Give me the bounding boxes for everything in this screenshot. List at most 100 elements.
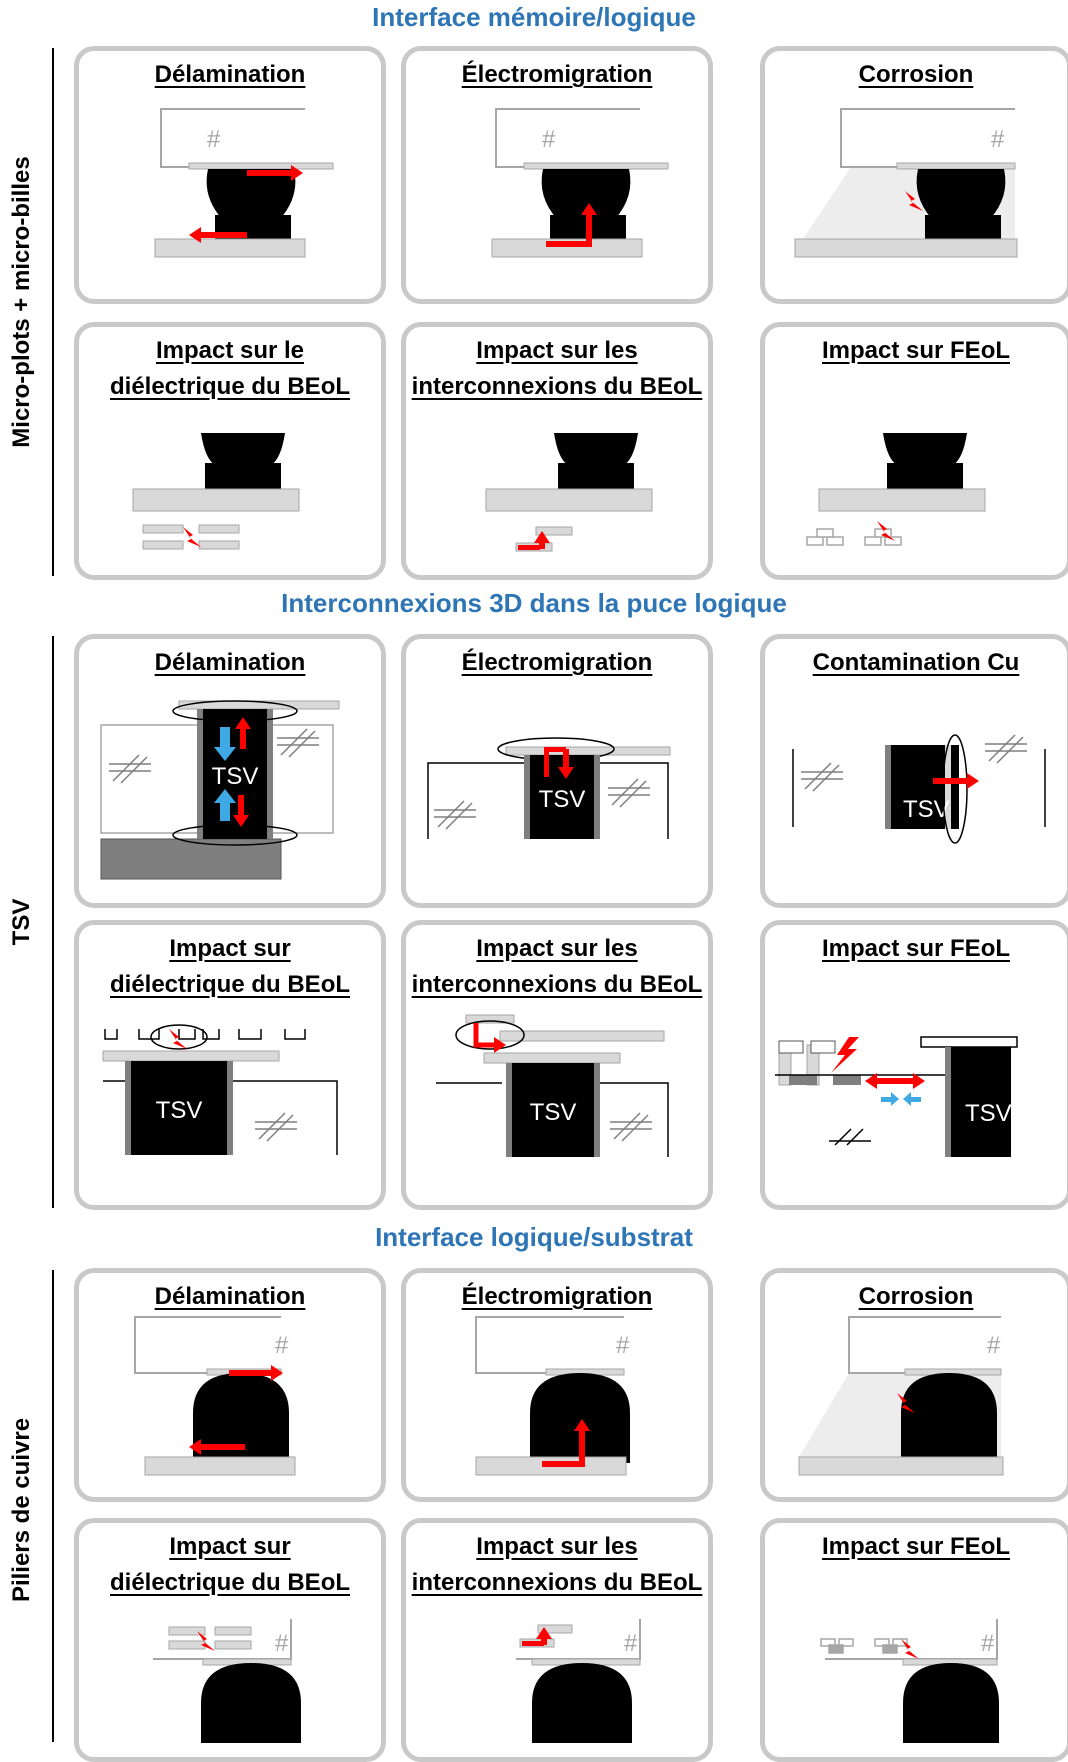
red-arrow-icon bbox=[233, 795, 249, 827]
red-arrow-icon bbox=[542, 1461, 582, 1467]
die-outline bbox=[475, 1316, 624, 1374]
side-label-microbumps: Micro-plots + micro-billes bbox=[8, 156, 35, 448]
red-arrow-icon bbox=[494, 1037, 506, 1053]
hatch-symbol: # bbox=[616, 1332, 630, 1359]
solder-ball bbox=[541, 169, 631, 219]
panel-title: Impact sur FEoL bbox=[765, 333, 1067, 369]
red-arrow-icon bbox=[885, 1073, 925, 1089]
section-divider-line bbox=[52, 636, 54, 1208]
panel-title: Impact sur diélectrique du BEoL bbox=[79, 931, 381, 1003]
transistor-icons bbox=[806, 528, 902, 546]
panel-title-line: Électromigration bbox=[461, 61, 653, 88]
hatch-marks bbox=[801, 762, 843, 792]
panel-title: Impact sur FEoL bbox=[765, 1529, 1067, 1565]
lightning-icon bbox=[183, 527, 201, 547]
hatch-marks bbox=[608, 778, 650, 808]
panel-title: Impact sur les interconnexions du BEoL bbox=[406, 1529, 708, 1601]
panel-title-line: Corrosion bbox=[858, 1283, 974, 1310]
tsv-label: TSV bbox=[903, 796, 950, 823]
copper-pillar bbox=[201, 1663, 301, 1743]
section-title-logic-substrate: Interface logique/substrat bbox=[375, 1222, 693, 1252]
section-divider-line bbox=[52, 1270, 54, 1742]
lightning-icon bbox=[169, 1029, 187, 1049]
lightning-icon bbox=[905, 191, 923, 211]
red-arrow-icon bbox=[189, 227, 247, 243]
mechanism-panel-beol-int-bump: Impact sur les interconnexions du BEoL bbox=[401, 322, 713, 580]
panel-title-line: Délamination bbox=[154, 61, 306, 88]
mechanism-panel-beol-diel-bump: Impact sur le diélectrique du BEoL bbox=[74, 322, 386, 580]
panel-title-line: Impact sur FEoL bbox=[821, 935, 1011, 962]
panel-title-line: Électromigration bbox=[461, 1283, 653, 1310]
panel-title: Corrosion bbox=[765, 1279, 1067, 1315]
panel-title-line: Impact sur les bbox=[476, 935, 638, 962]
side-label-tsv: TSV bbox=[8, 898, 35, 946]
mechanism-panel-cu-tsv: Contamination Cu TSV bbox=[760, 634, 1068, 908]
solder-ball bbox=[916, 169, 1006, 219]
lightning-icon bbox=[877, 521, 895, 541]
side-label-copper-pillars: Piliers de cuivre bbox=[8, 1417, 35, 1603]
hatch-symbol: # bbox=[275, 1630, 289, 1657]
mechanism-panel-em-pil: Électromigration # bbox=[401, 1268, 713, 1502]
lightning-icon bbox=[831, 1037, 859, 1073]
tsv-label: TSV bbox=[530, 1099, 577, 1126]
microbump bbox=[554, 433, 638, 465]
tsv-label: TSV bbox=[965, 1100, 1012, 1127]
mechanism-panel-beol-diel-pil: Impact sur diélectrique du BEoL # bbox=[74, 1518, 386, 1762]
mechanism-panel-beol-int-pil: Impact sur les interconnexions du BEoL # bbox=[401, 1518, 713, 1762]
solder-ball bbox=[206, 169, 296, 219]
hatch-symbol: # bbox=[624, 1630, 638, 1657]
section-title-memory-logic: Interface mémoire/logique bbox=[372, 2, 696, 32]
panel-title-line: Contamination Cu bbox=[812, 649, 1020, 676]
beol-pads bbox=[104, 1029, 306, 1040]
hatch-marks bbox=[434, 800, 476, 830]
hatch-marks bbox=[985, 734, 1027, 764]
panel-title-line: Corrosion bbox=[858, 61, 974, 88]
lightning-icon bbox=[897, 1393, 915, 1413]
die-outline bbox=[160, 108, 305, 168]
copper-pillar bbox=[903, 1663, 999, 1743]
hatch-marks bbox=[109, 754, 151, 784]
panel-title-line: Impact sur les bbox=[476, 1533, 638, 1560]
panel-title: Délamination bbox=[79, 645, 381, 681]
red-arrow-icon bbox=[581, 203, 597, 247]
panel-title: Impact sur FEoL bbox=[765, 931, 1067, 967]
hatch-marks bbox=[277, 728, 319, 758]
panel-title-line: Impact sur FEoL bbox=[821, 337, 1011, 364]
blue-arrow-icon bbox=[214, 727, 236, 761]
panel-title-line: Délamination bbox=[154, 649, 306, 676]
red-arrow-icon bbox=[865, 1073, 895, 1089]
copper-pillar bbox=[530, 1373, 630, 1463]
microbump bbox=[883, 433, 967, 465]
panel-title: Délamination bbox=[79, 57, 381, 93]
mechanism-panel-beol-int-tsv: Impact sur les interconnexions du BEoL TS… bbox=[401, 920, 713, 1210]
panel-title: Impact sur le diélectrique du BEoL bbox=[79, 333, 381, 405]
highlight-ellipse bbox=[455, 1020, 525, 1050]
panel-title-line: Impact sur bbox=[169, 1533, 291, 1560]
die-outline bbox=[153, 1619, 292, 1660]
panel-title-line: Électromigration bbox=[461, 649, 653, 676]
hatch-symbol: # bbox=[542, 126, 556, 153]
transistor-icons bbox=[820, 1638, 908, 1654]
red-arrow-icon bbox=[536, 1627, 552, 1645]
panel-title-line: interconnexions du BEoL bbox=[411, 971, 703, 998]
tsv-label: TSV bbox=[156, 1097, 203, 1124]
mechanism-panel-feol-tsv: Impact sur FEoL TSV bbox=[760, 920, 1068, 1210]
red-arrow-icon bbox=[574, 1419, 590, 1467]
lightning-icon bbox=[197, 1631, 215, 1651]
red-arrow-icon bbox=[558, 749, 574, 779]
panel-title-line: diélectrique du BEoL bbox=[109, 1569, 351, 1596]
panel-title: Impact sur les interconnexions du BEoL bbox=[406, 333, 708, 405]
panel-title: Électromigration bbox=[406, 1279, 708, 1315]
blue-arrow-icon bbox=[214, 789, 236, 821]
copper-pillar bbox=[193, 1373, 289, 1463]
panel-title: Électromigration bbox=[406, 57, 708, 93]
panel-title-line: Délamination bbox=[154, 1283, 306, 1310]
svg-text:#: # bbox=[991, 126, 1005, 153]
microbump bbox=[201, 433, 285, 465]
red-arrow-icon bbox=[189, 1439, 245, 1455]
die-outline bbox=[840, 108, 1015, 168]
red-arrow-icon bbox=[247, 165, 303, 181]
highlight-ellipse bbox=[150, 1024, 208, 1050]
hatch-symbol: # bbox=[207, 126, 221, 153]
panel-title: Corrosion bbox=[765, 57, 1067, 93]
